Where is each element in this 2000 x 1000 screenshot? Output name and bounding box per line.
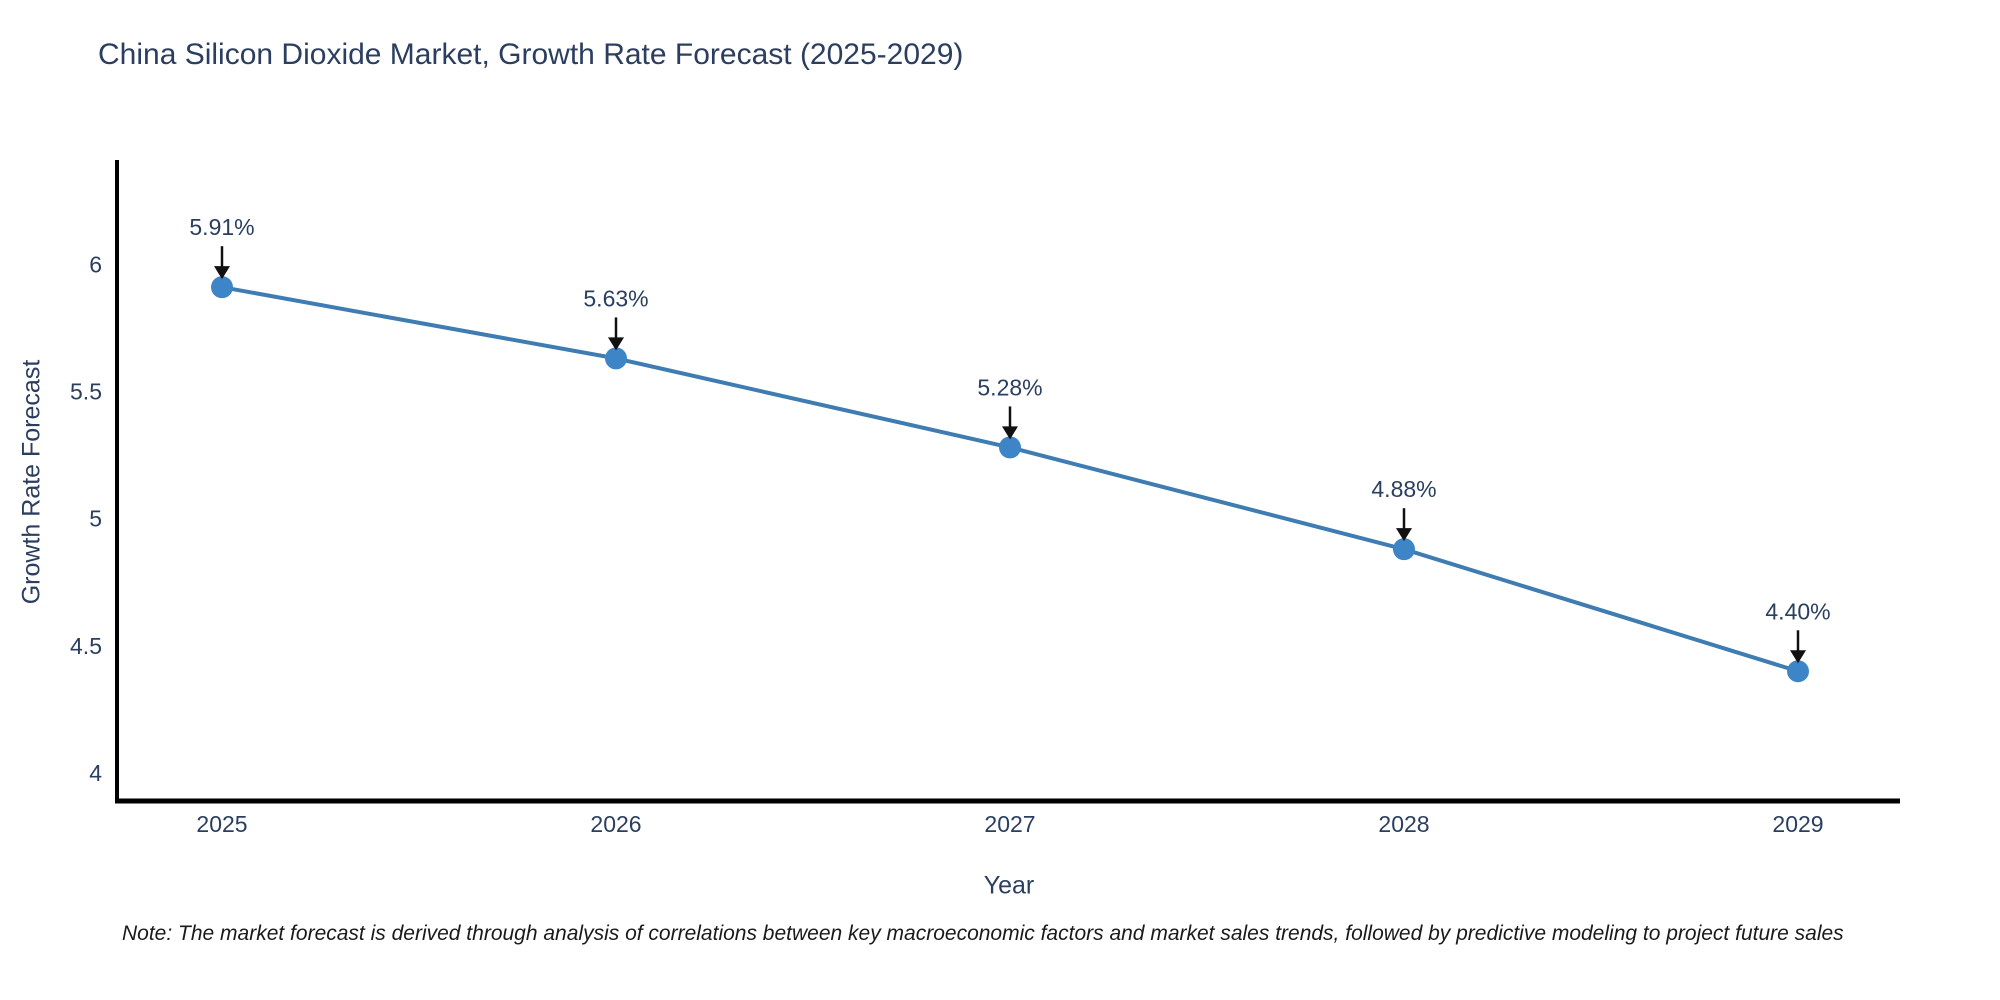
point-annotation-label: 4.40% — [1765, 598, 1830, 624]
series-line — [220, 285, 1800, 674]
point-annotation-label: 5.63% — [583, 285, 648, 311]
data-point-marker — [605, 347, 627, 370]
point-annotation-label: 5.28% — [977, 374, 1042, 400]
x-tick-label: 2029 — [1772, 811, 1823, 837]
data-point-marker — [1787, 660, 1809, 683]
chart-footnote: Note: The market forecast is derived thr… — [122, 922, 1844, 945]
annotation-arrow-head — [214, 266, 230, 280]
x-tick-label: 2025 — [196, 811, 247, 837]
y-tick-label: 5.5 — [70, 378, 102, 404]
chart-title: China Silicon Dioxide Market, Growth Rat… — [98, 38, 964, 71]
y-tick-label: 4 — [89, 760, 102, 786]
point-annotation-label: 4.88% — [1371, 476, 1436, 502]
annotation-arrow-head — [1002, 426, 1018, 440]
data-point-marker — [999, 436, 1021, 459]
x-tick-label: 2028 — [1378, 811, 1429, 837]
data-point-marker — [211, 276, 233, 299]
x-tick-label: 2026 — [590, 811, 641, 837]
y-tick-label: 6 — [89, 251, 102, 277]
point-annotation-label: 5.91% — [189, 214, 254, 240]
x-tick-label: 2027 — [984, 811, 1035, 837]
data-point-marker — [1393, 538, 1415, 561]
y-tick-label: 4.5 — [70, 633, 102, 659]
y-tick-label: 5 — [89, 506, 102, 532]
annotation-arrow-head — [1790, 650, 1806, 664]
annotation-arrow-head — [1396, 528, 1412, 542]
x-axis-title: Year — [983, 871, 1035, 900]
annotation-arrow-head — [608, 337, 624, 351]
